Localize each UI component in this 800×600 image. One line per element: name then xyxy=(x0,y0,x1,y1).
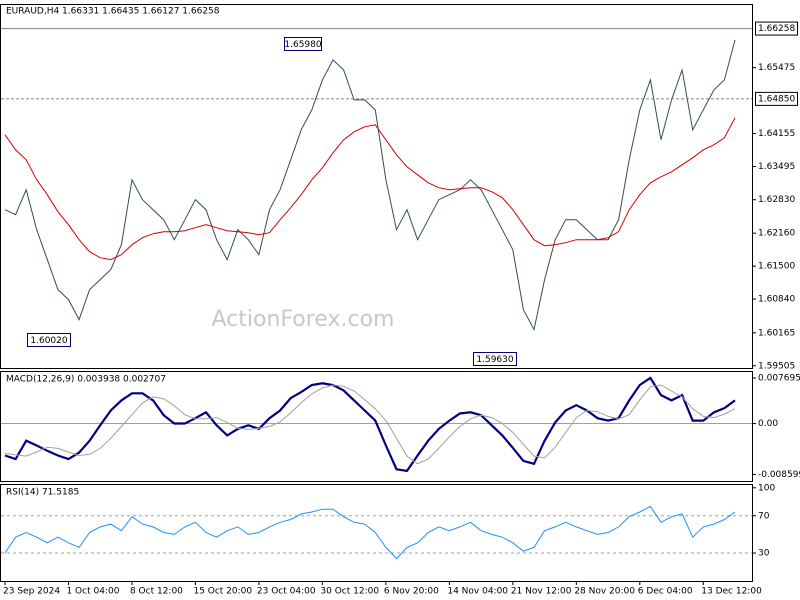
y-tick-label: 30 xyxy=(758,549,770,559)
series-line xyxy=(4,505,736,560)
x-tick-label: 21 Nov 12:00 xyxy=(511,587,572,597)
x-tick-label: 6 Dec 04:00 xyxy=(638,587,693,597)
macd-panel xyxy=(0,371,753,482)
price-label-box xyxy=(755,91,798,106)
x-tick-label: 8 Oct 12:00 xyxy=(130,587,183,597)
y-tick-label: -0.008599 xyxy=(758,470,800,480)
x-tick-label: 6 Nov 20:00 xyxy=(384,587,439,597)
annotation-text: 1.65980 xyxy=(284,40,321,50)
x-tick-label: 13 Dec 12:00 xyxy=(701,587,762,597)
macd-title: MACD(12,26,9) 0.003938 0.002707 xyxy=(6,375,166,385)
x-tick-label: 1 Oct 04:00 xyxy=(66,587,119,597)
y-tick-label: 100 xyxy=(758,483,775,493)
price-label-box xyxy=(755,21,798,36)
x-tick-label: 23 Sep 2024 xyxy=(3,587,60,597)
rsi-panel xyxy=(0,484,753,582)
annotation: 1.65980 xyxy=(284,37,322,51)
y-tick-label: 1.60840 xyxy=(758,295,795,305)
y-tick-label: 1.62830 xyxy=(758,195,795,205)
x-tick-label: 15 Oct 20:00 xyxy=(193,587,252,597)
annotation: 1.59630 xyxy=(473,352,517,366)
y-tick-label: 1.60165 xyxy=(758,328,795,338)
y-tick-label: 70 xyxy=(758,511,770,521)
annotation: 1.60020 xyxy=(27,333,71,347)
x-tick-label: 28 Nov 20:00 xyxy=(574,587,635,597)
chart-title: EURAUD,H4 1.66331 1.66435 1.66127 1.6625… xyxy=(6,7,220,17)
y-tick-label: 1.61500 xyxy=(758,262,795,272)
y-tick-label: 1.65475 xyxy=(758,63,795,73)
x-tick-label: 14 Nov 04:00 xyxy=(447,587,508,597)
price-label: 1.64850 xyxy=(758,94,795,104)
x-tick-label: 23 Oct 04:00 xyxy=(257,587,316,597)
y-tick-label: 1.62160 xyxy=(758,229,795,239)
price-panel xyxy=(0,4,753,369)
series-line xyxy=(4,384,736,465)
y-tick-label: 1.59505 xyxy=(758,361,795,371)
series-line xyxy=(4,39,736,332)
y-tick-label: 1.64155 xyxy=(758,129,795,139)
annotation-text: 1.60020 xyxy=(30,336,67,346)
series-line xyxy=(4,117,736,261)
y-tick-label: 0.00 xyxy=(758,419,778,429)
series-line xyxy=(4,376,736,473)
watermark: ActionForex.com xyxy=(212,307,395,332)
x-tick-label: 30 Oct 12:00 xyxy=(320,587,379,597)
price-label: 1.66258 xyxy=(758,24,795,34)
y-tick-label: 0.007695 xyxy=(758,373,800,383)
annotation-text: 1.59630 xyxy=(476,355,513,365)
y-tick-label: 1.63495 xyxy=(758,162,795,172)
rsi-title: RSI(14) 71.5185 xyxy=(6,488,79,498)
